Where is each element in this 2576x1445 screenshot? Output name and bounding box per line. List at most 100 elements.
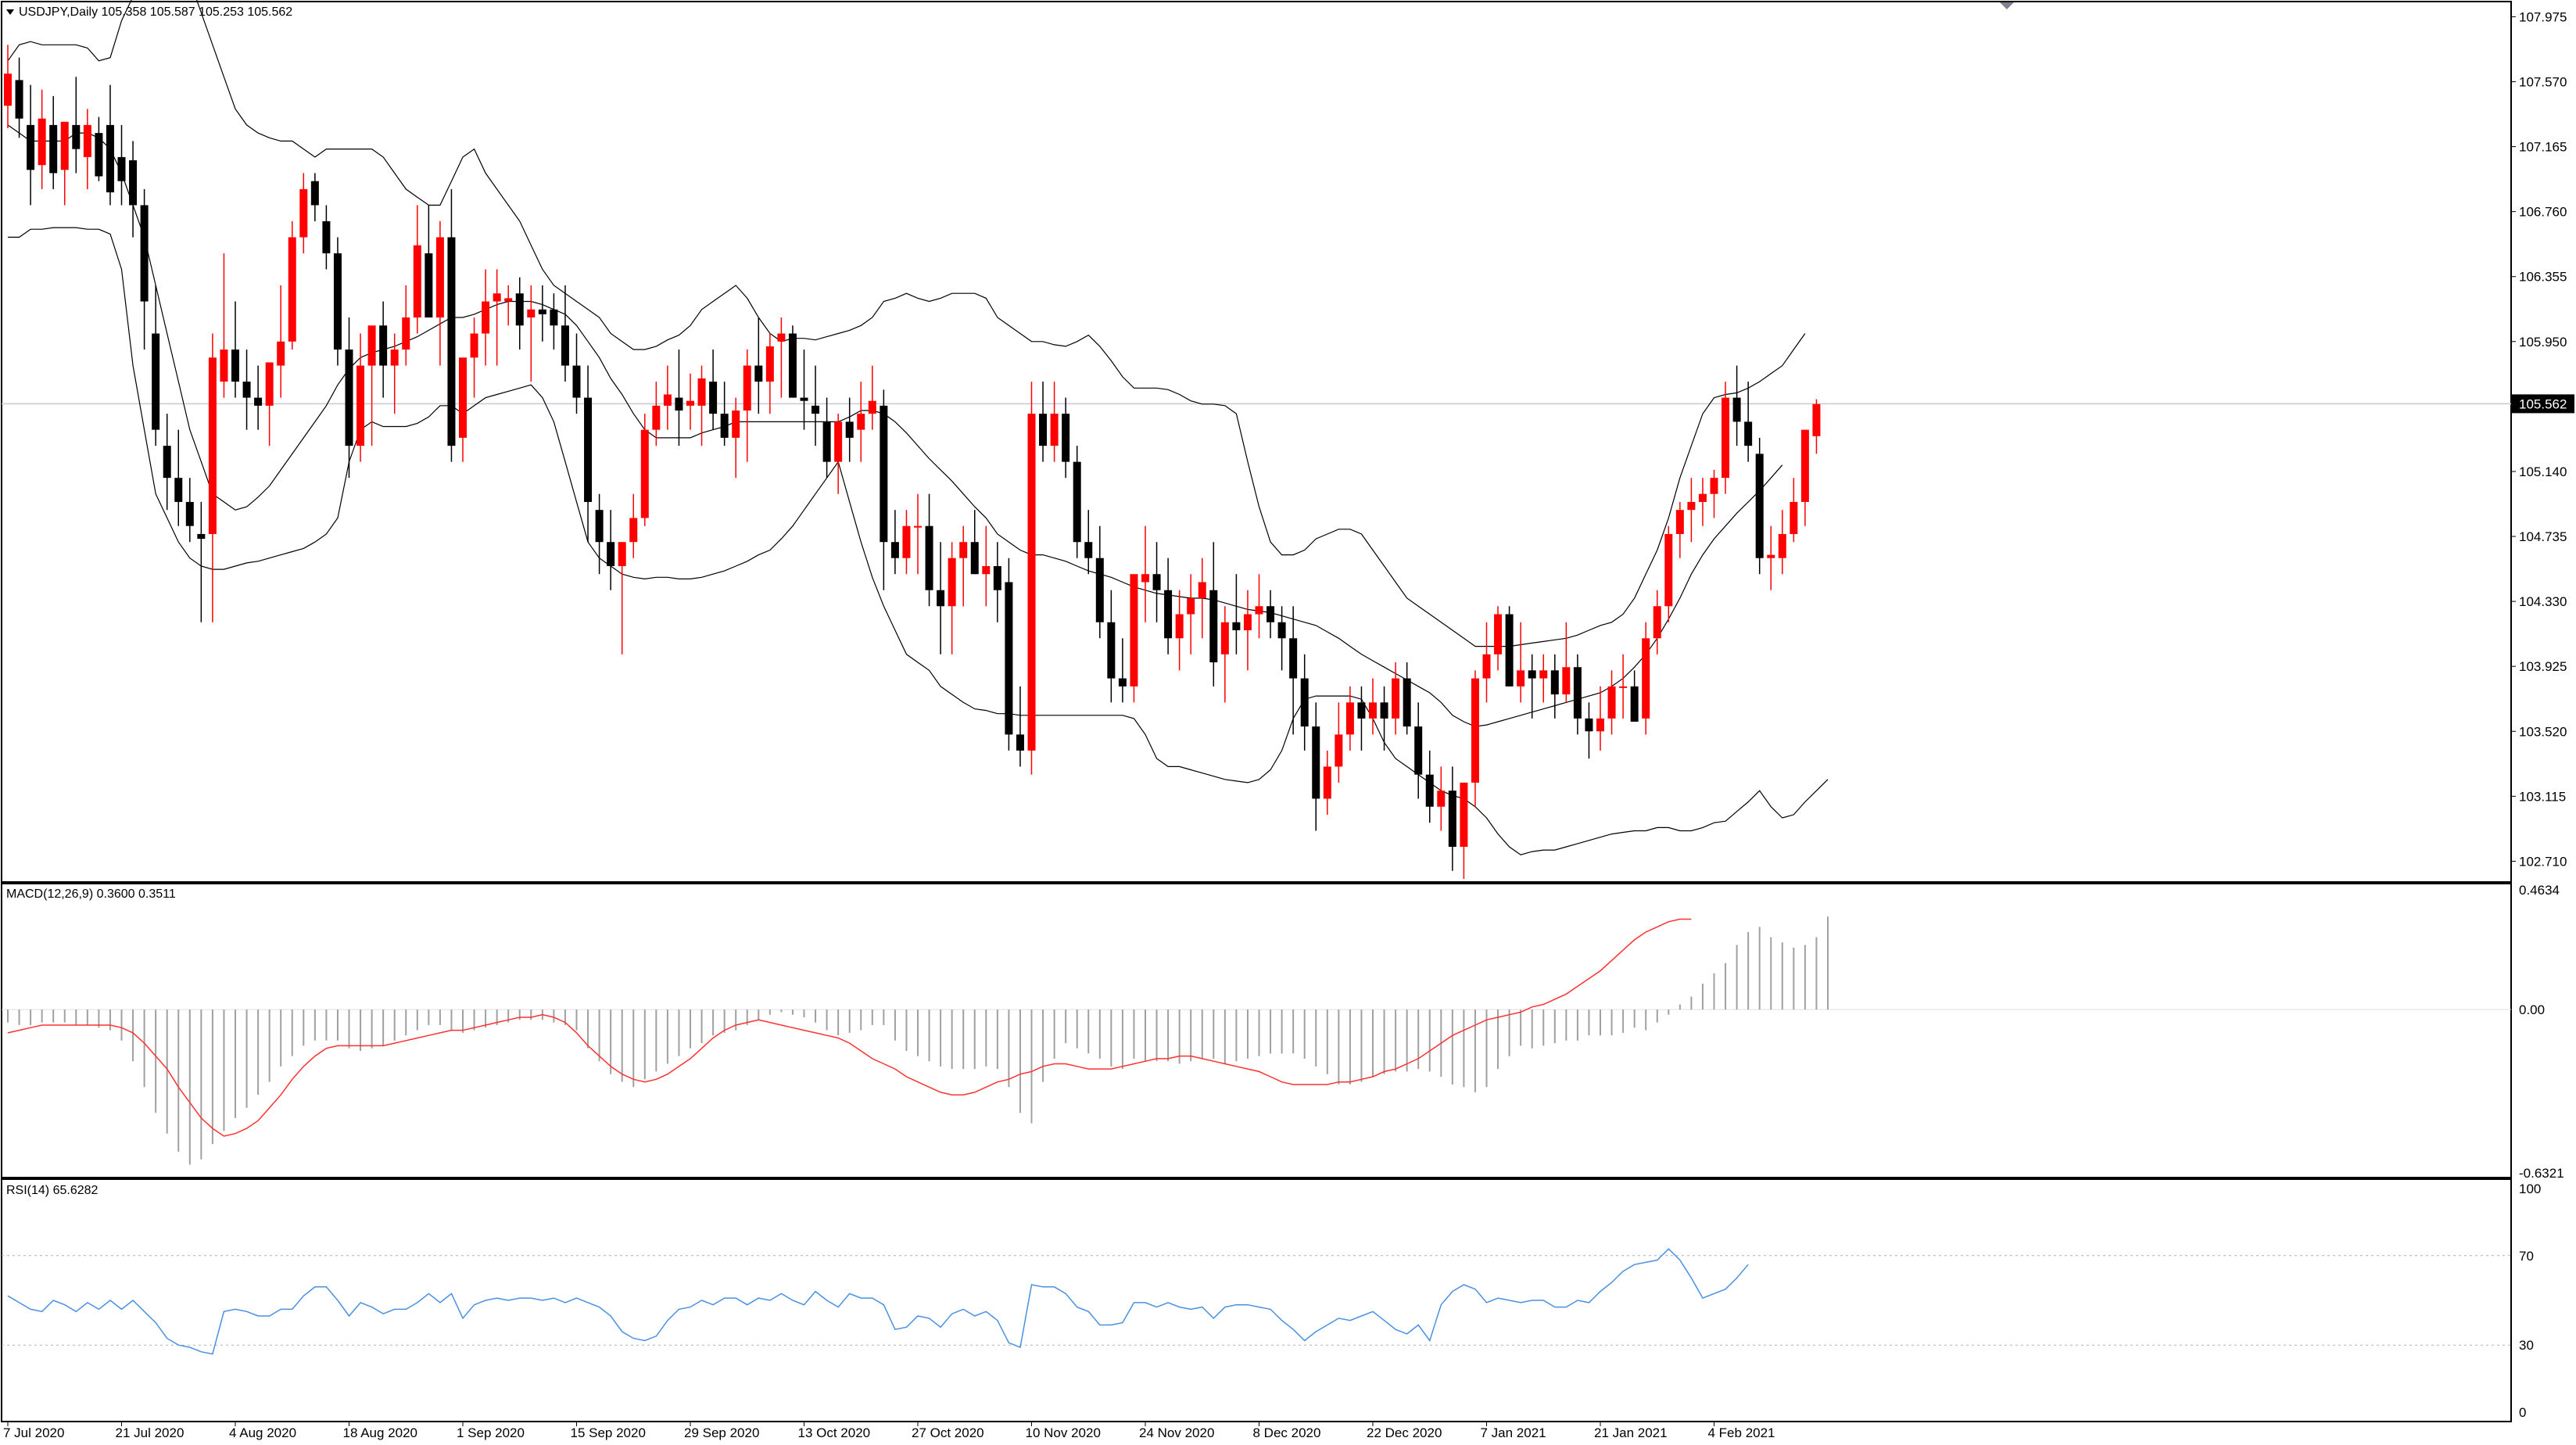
candle[interactable] [1630, 670, 1639, 722]
candle[interactable] [1437, 766, 1446, 831]
candle[interactable] [629, 493, 638, 558]
candle[interactable] [367, 325, 376, 446]
candle[interactable] [754, 317, 763, 414]
candle[interactable] [1675, 501, 1684, 558]
candle[interactable] [1164, 558, 1173, 654]
candle[interactable] [982, 525, 991, 607]
candle[interactable] [504, 285, 513, 326]
candle[interactable] [277, 285, 285, 398]
candle[interactable] [572, 333, 581, 414]
candle[interactable] [732, 397, 740, 479]
candle[interactable] [345, 317, 353, 479]
candle[interactable] [231, 301, 239, 398]
candle[interactable] [1130, 574, 1138, 703]
candle[interactable] [447, 188, 456, 462]
candle[interactable] [880, 389, 888, 590]
candle[interactable] [117, 124, 126, 206]
price-panel-frame[interactable] [1, 1, 2512, 883]
candle[interactable] [38, 89, 46, 189]
candle[interactable] [310, 173, 319, 221]
candle[interactable] [607, 510, 615, 590]
candle[interactable] [60, 121, 69, 206]
candle[interactable] [538, 285, 546, 342]
candle[interactable] [811, 365, 820, 446]
candle[interactable] [379, 301, 388, 398]
candle[interactable] [1062, 397, 1070, 479]
candle[interactable] [675, 350, 683, 446]
candle[interactable] [1448, 766, 1456, 871]
candle[interactable] [1107, 590, 1116, 703]
candle[interactable] [425, 205, 433, 318]
candle[interactable] [1425, 750, 1434, 823]
candle[interactable] [652, 382, 661, 446]
candle[interactable] [720, 382, 729, 446]
candle[interactable] [356, 333, 365, 462]
candle[interactable] [1596, 686, 1604, 751]
candle[interactable] [1267, 590, 1275, 639]
candle[interactable] [1380, 686, 1388, 751]
candle[interactable] [584, 365, 593, 543]
candle[interactable] [493, 269, 501, 366]
candle[interactable] [4, 45, 12, 128]
candle[interactable] [959, 525, 968, 607]
candle[interactable] [1619, 654, 1628, 719]
candle[interactable] [15, 57, 23, 138]
candle[interactable] [1790, 478, 1798, 543]
candle[interactable] [1073, 446, 1081, 558]
candle[interactable] [914, 493, 922, 575]
candle[interactable] [834, 414, 843, 494]
candle[interactable] [663, 365, 672, 430]
candle[interactable] [1152, 542, 1161, 622]
candle[interactable] [482, 269, 490, 366]
candle[interactable] [1642, 622, 1650, 735]
candle[interactable] [1050, 382, 1059, 462]
candle[interactable] [822, 397, 831, 479]
candle[interactable] [1539, 654, 1548, 703]
candle[interactable] [1494, 606, 1503, 671]
candle[interactable] [902, 510, 911, 575]
candle[interactable] [140, 188, 149, 350]
candle[interactable] [299, 173, 308, 253]
candle[interactable] [1414, 702, 1423, 799]
candle[interactable] [1312, 702, 1320, 831]
candle[interactable] [970, 510, 979, 575]
candle[interactable] [709, 350, 718, 430]
candle[interactable] [83, 109, 91, 189]
candle[interactable] [265, 362, 274, 446]
candle[interactable] [743, 350, 751, 462]
rsi-panel-frame[interactable] [1, 1178, 2512, 1422]
candle[interactable] [1744, 382, 1753, 462]
candle[interactable] [1016, 686, 1024, 767]
candle[interactable] [470, 317, 478, 398]
candle[interactable] [868, 365, 876, 430]
candle[interactable] [390, 333, 399, 414]
candle[interactable] [1778, 510, 1786, 575]
candle[interactable] [1300, 654, 1309, 751]
candle[interactable] [1767, 525, 1775, 590]
candle[interactable] [765, 333, 774, 414]
candle[interactable] [413, 205, 421, 334]
candle[interactable] [1755, 437, 1764, 575]
candle[interactable] [208, 333, 217, 622]
candle[interactable] [1710, 469, 1718, 518]
candle[interactable] [1277, 606, 1286, 671]
candle[interactable] [185, 478, 194, 543]
candle[interactable] [550, 293, 558, 350]
candle[interactable] [1084, 510, 1093, 575]
candle[interactable] [1664, 525, 1673, 622]
candle[interactable] [697, 365, 706, 446]
candle[interactable] [1289, 606, 1298, 735]
candle[interactable] [106, 84, 114, 206]
candle[interactable] [777, 317, 786, 398]
candle[interactable] [1800, 429, 1809, 526]
candle[interactable] [1141, 525, 1149, 622]
candle[interactable] [1335, 702, 1343, 783]
candle[interactable] [435, 221, 444, 366]
candle[interactable] [1460, 782, 1468, 879]
candle[interactable] [1482, 622, 1491, 703]
candle[interactable] [242, 350, 251, 430]
candle[interactable] [1607, 670, 1616, 735]
candle[interactable] [925, 493, 933, 607]
candle[interactable] [129, 141, 138, 238]
